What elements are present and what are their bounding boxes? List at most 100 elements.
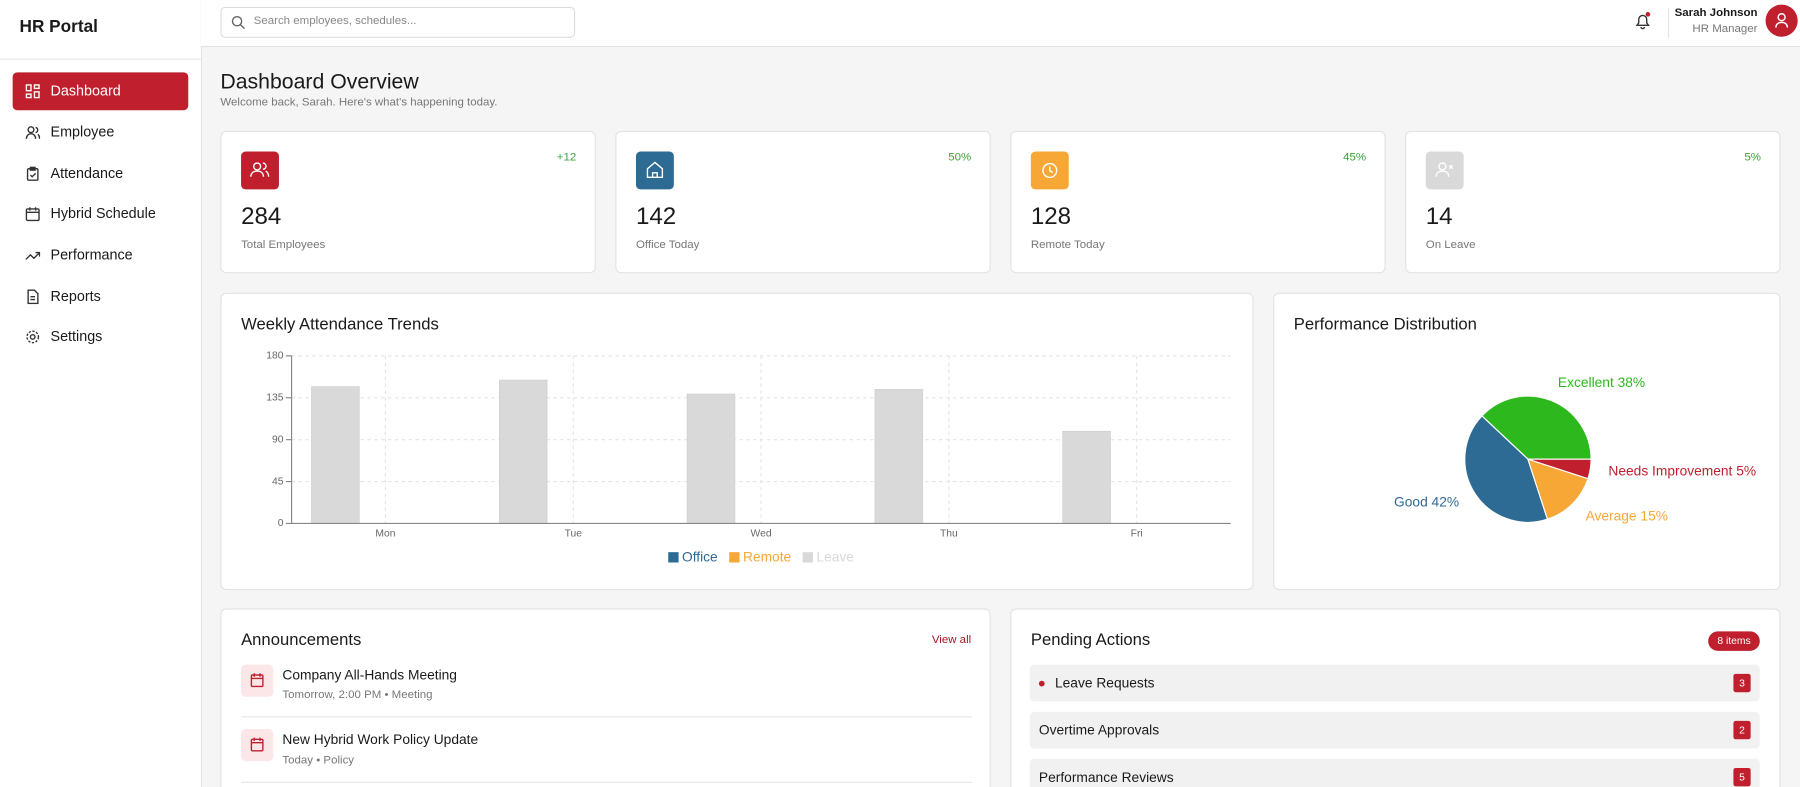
pie-slice: [1527, 458, 1592, 480]
pending-row[interactable]: Overtime Approvals 2: [1029, 711, 1760, 749]
pending-row[interactable]: Performance Reviews 5: [1029, 758, 1760, 787]
legend-swatch: [729, 552, 740, 563]
y-tick-label: 90: [272, 434, 284, 445]
nav-icon: [25, 84, 40, 99]
avatar[interactable]: [1765, 4, 1798, 37]
status-dot: [1038, 680, 1045, 687]
slice-label: Average 15%: [1586, 508, 1668, 523]
stat-icon: [1030, 151, 1069, 190]
nav-item[interactable]: Dashboard: [12, 72, 189, 111]
nav-item[interactable]: Reports: [13, 278, 189, 316]
pending-count: 5: [1733, 767, 1751, 787]
stat-label: Remote Today: [1030, 238, 1105, 252]
legend-label: Leave: [816, 550, 854, 565]
view-all-link[interactable]: View all: [931, 633, 972, 647]
page-title: Dashboard Overview: [220, 68, 419, 93]
stat-card: +12 284 Total Employees: [220, 130, 596, 274]
icon-glyph: [646, 161, 664, 179]
announcement-icon: [241, 664, 274, 697]
divider: [1667, 8, 1670, 38]
stat-change: +12: [556, 151, 577, 165]
user-role: HR Manager: [1692, 22, 1758, 36]
stat-change: 5%: [1744, 151, 1761, 165]
announcements-card: Announcements View all Company All-Hands…: [220, 608, 991, 787]
stat-card: 50% 142 Office Today: [615, 130, 991, 274]
nav-icon: [25, 251, 41, 260]
nav-icon: [25, 126, 41, 139]
announcement-title: New Hybrid Work Policy Update: [282, 731, 479, 748]
stat-value: 284: [241, 203, 282, 230]
search-box[interactable]: Search employees, schedules...: [220, 6, 576, 38]
stat-card: 5% 14 On Leave: [1405, 130, 1781, 274]
bar: [311, 386, 360, 524]
nav-icon: [27, 289, 39, 305]
stat-change: 50%: [948, 151, 972, 165]
announcement-meta: Tomorrow, 2:00 PM • Meeting: [282, 688, 433, 702]
chart-title: Weekly Attendance Trends: [241, 315, 439, 335]
chart-title: Performance Distribution: [1293, 315, 1477, 335]
notification-bell[interactable]: [1634, 11, 1652, 30]
icon-glyph: [1042, 162, 1058, 179]
nav-icon: [25, 207, 40, 222]
pie-slice: [1464, 415, 1549, 523]
divider: [241, 716, 973, 718]
icon-glyph: [250, 673, 264, 688]
legend-label: Office: [682, 550, 718, 565]
bar: [874, 389, 924, 524]
bar: [1062, 430, 1111, 524]
pie-chart: Excellent 38% Good 42% Average 15% Needs Im…: [1394, 375, 1756, 523]
pending-row[interactable]: Leave Requests 3: [1029, 664, 1760, 702]
sidebar: HR Portal Dashboard Employee Attendance …: [0, 0, 203, 787]
nav-item[interactable]: Employee: [13, 114, 189, 152]
nav-item[interactable]: Hybrid Schedule: [13, 195, 189, 233]
stat-card: 45% 128 Remote Today: [1010, 130, 1386, 274]
pending-count: 2: [1733, 720, 1751, 740]
bar: [686, 393, 736, 524]
legend-swatch: [668, 552, 679, 563]
nav-item[interactable]: Attendance: [13, 155, 189, 193]
chart-card: Weekly Attendance Trends 0 45 90 135 180 Mon T…: [220, 292, 1254, 591]
y-tick-label: 135: [266, 393, 283, 404]
announcement-meta: Today • Policy: [282, 754, 355, 767]
icon-glyph: [250, 162, 270, 177]
divider: [241, 781, 973, 783]
stat-icon: [1425, 151, 1464, 190]
search-icon: [231, 15, 246, 30]
stat-change: 45%: [1343, 151, 1367, 165]
pie-slice: [1481, 395, 1592, 460]
count-badge: 8 items: [1708, 631, 1760, 651]
nav-item[interactable]: Performance: [13, 236, 189, 274]
nav-item[interactable]: Settings: [13, 318, 189, 356]
top-bar: Search employees, schedules... Sarah Joh…: [200, 0, 1800, 48]
nav-label: Hybrid Schedule: [50, 205, 156, 222]
announcement-icon: [241, 728, 274, 762]
slice-label: Good 42%: [1394, 494, 1459, 509]
y-tick-label: 180: [266, 351, 283, 362]
stat-icon: [241, 151, 279, 190]
app-title: HR Portal: [19, 17, 98, 37]
nav-icon: [26, 166, 39, 181]
nav-label: Performance: [50, 246, 133, 263]
nav-label: Employee: [50, 123, 115, 141]
stat-icon: [635, 151, 674, 190]
section-title: Announcements: [241, 631, 362, 650]
legend-swatch: [802, 552, 813, 563]
nav-label: Reports: [50, 288, 101, 305]
nav-icon: [26, 330, 40, 344]
icon-glyph: [250, 737, 264, 752]
stat-label: On Leave: [1425, 238, 1476, 252]
pending-label: Performance Reviews: [1038, 769, 1174, 786]
chart-card: Performance Distribution Excellent 38% Go…: [1273, 292, 1781, 591]
search-placeholder: Search employees, schedules...: [253, 14, 417, 28]
stat-value: 14: [1425, 203, 1453, 230]
bar: [498, 379, 548, 524]
pending-card: Pending Actions 8 items Leave Requests 3…: [1010, 608, 1781, 787]
stat-label: Total Employees: [241, 238, 326, 252]
divider: [0, 58, 201, 60]
user-name: Sarah Johnson: [1674, 6, 1758, 20]
slice-label: Needs Improvement 5%: [1608, 464, 1756, 479]
bar-chart: 0 45 90 135 180 Mon Tue Wed Thu Fri Office Remote Le…: [266, 351, 1231, 565]
